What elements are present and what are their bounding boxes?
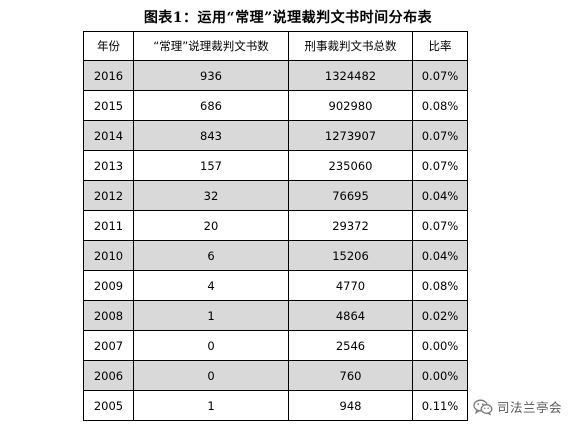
cell-criminal-total: 2546 [288, 330, 413, 361]
table-row: 2013 157 235060 0.07% [83, 150, 468, 181]
table-row: 2014 843 1273907 0.07% [83, 120, 468, 151]
cell-common-sense-count: 157 [133, 150, 289, 181]
watermark-text: 司法兰亭会 [496, 400, 562, 415]
cell-ratio: 0.00% [412, 330, 468, 361]
cell-common-sense-count: 0 [133, 330, 289, 361]
cell-criminal-total: 1324482 [288, 60, 413, 91]
table-row: 2008 1 4864 0.02% [83, 300, 468, 331]
cell-criminal-total: 948 [288, 390, 413, 421]
header-common-sense-count: “常理”说理裁判文书数 [133, 31, 289, 61]
table-row: 2009 4 4770 0.08% [83, 270, 468, 301]
cell-criminal-total: 760 [288, 360, 413, 391]
header-criminal-total: 刑事裁判文书总数 [288, 31, 413, 61]
cell-year: 2008 [83, 300, 134, 331]
table-body: 2016 936 1324482 0.07% 2015 686 902980 0.08% 201… [83, 60, 468, 421]
cell-year: 2013 [83, 150, 134, 181]
cell-year: 2011 [83, 210, 134, 241]
cell-year: 2010 [83, 240, 134, 271]
cell-year: 2012 [83, 180, 134, 211]
table-row: 2005 1 948 0.11% [83, 390, 468, 421]
cell-criminal-total: 235060 [288, 150, 413, 181]
time-distribution-table: 年份 “常理”说理裁判文书数 刑事裁判文书总数 比率 2016 936 132448… [83, 31, 468, 421]
cell-ratio: 0.04% [412, 240, 468, 271]
cell-common-sense-count: 843 [133, 120, 289, 151]
watermark: 司法兰亭会 [473, 397, 562, 416]
wechat-icon [473, 399, 493, 415]
cell-criminal-total: 29372 [288, 210, 413, 241]
cell-ratio: 0.07% [412, 150, 468, 181]
table-row: 2007 0 2546 0.00% [83, 330, 468, 361]
cell-ratio: 0.00% [412, 360, 468, 391]
cell-year: 2016 [83, 60, 134, 91]
cell-common-sense-count: 4 [133, 270, 289, 301]
cell-criminal-total: 4770 [288, 270, 413, 301]
cell-year: 2005 [83, 390, 134, 421]
cell-criminal-total: 902980 [288, 90, 413, 121]
cell-common-sense-count: 32 [133, 180, 289, 211]
cell-common-sense-count: 20 [133, 210, 289, 241]
table-row: 2015 686 902980 0.08% [83, 90, 468, 121]
table-row: 2011 20 29372 0.07% [83, 210, 468, 241]
cell-criminal-total: 15206 [288, 240, 413, 271]
cell-ratio: 0.11% [412, 390, 468, 421]
header-ratio: 比率 [412, 31, 468, 61]
cell-year: 2006 [83, 360, 134, 391]
table-title: 图表1：运用“常理”说理裁判文书时间分布表 [143, 10, 433, 26]
cell-criminal-total: 4864 [288, 300, 413, 331]
cell-year: 2015 [83, 90, 134, 121]
cell-year: 2007 [83, 330, 134, 361]
cell-year: 2014 [83, 120, 134, 151]
cell-criminal-total: 76695 [288, 180, 413, 211]
table-row: 2016 936 1324482 0.07% [83, 60, 468, 91]
cell-ratio: 0.02% [412, 300, 468, 331]
table-row: 2006 0 760 0.00% [83, 360, 468, 391]
header-year: 年份 [83, 31, 134, 61]
header-row: 年份 “常理”说理裁判文书数 刑事裁判文书总数 比率 [83, 31, 468, 61]
cell-common-sense-count: 936 [133, 60, 289, 91]
cell-ratio: 0.07% [412, 120, 468, 151]
cell-ratio: 0.04% [412, 180, 468, 211]
cell-ratio: 0.08% [412, 90, 468, 121]
cell-common-sense-count: 6 [133, 240, 289, 271]
table-row: 2010 6 15206 0.04% [83, 240, 468, 271]
cell-common-sense-count: 0 [133, 360, 289, 391]
cell-common-sense-count: 1 [133, 390, 289, 421]
cell-ratio: 0.08% [412, 270, 468, 301]
cell-year: 2009 [83, 270, 134, 301]
table-row: 2012 32 76695 0.04% [83, 180, 468, 211]
cell-common-sense-count: 1 [133, 300, 289, 331]
cell-common-sense-count: 686 [133, 90, 289, 121]
cell-ratio: 0.07% [412, 60, 468, 91]
cell-ratio: 0.07% [412, 210, 468, 241]
cell-criminal-total: 1273907 [288, 120, 413, 151]
